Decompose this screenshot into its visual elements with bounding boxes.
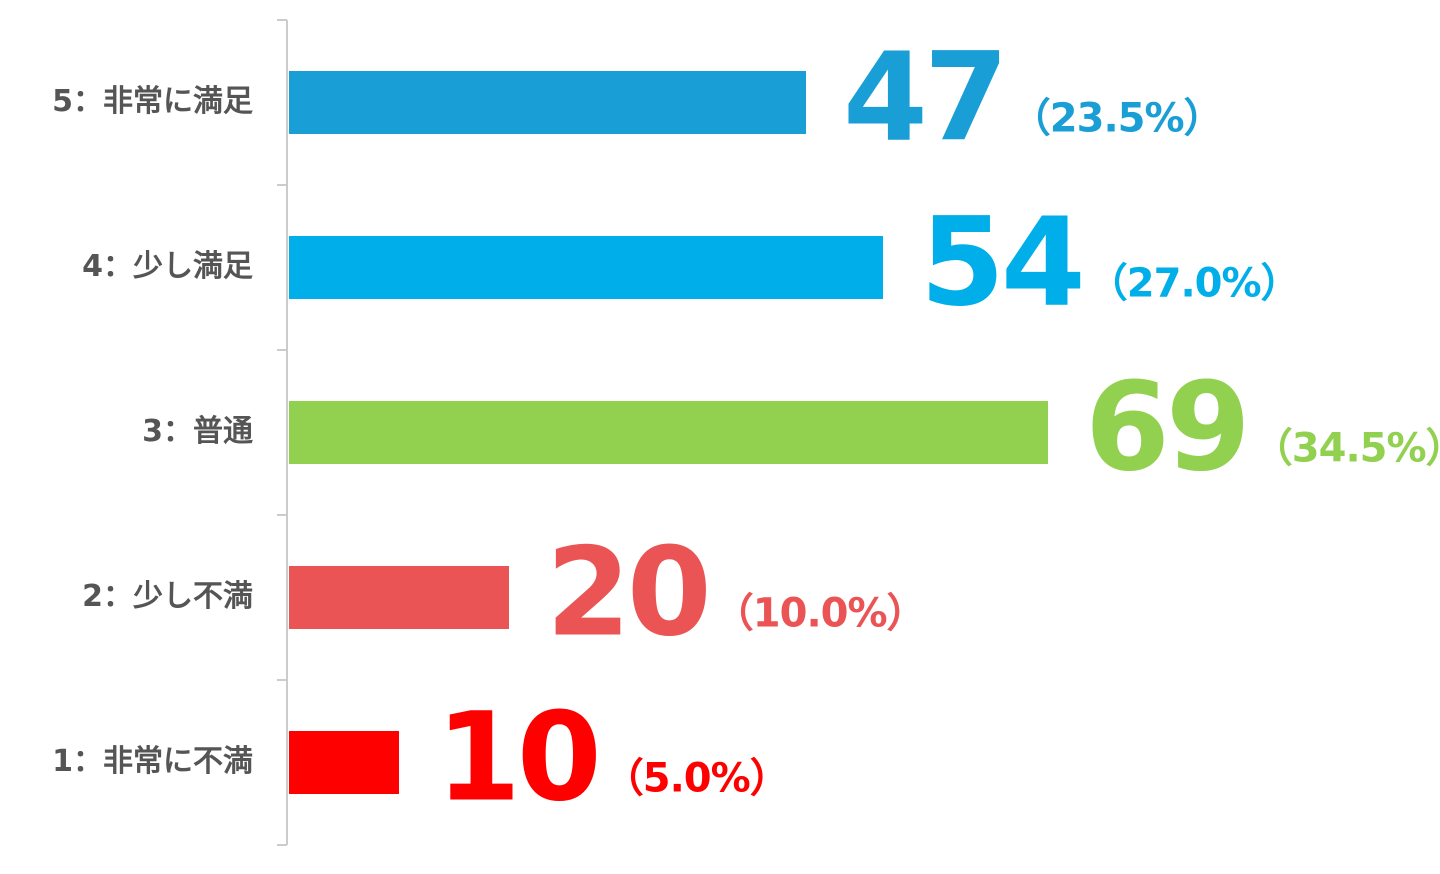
percent-label: （5.0%） <box>604 756 789 802</box>
percent-label: （27.0%） <box>1088 261 1300 307</box>
value-label: 54 <box>920 192 1082 334</box>
bar <box>289 401 1048 464</box>
value-label: 47 <box>843 27 1005 169</box>
bar <box>289 71 806 134</box>
percent-label: （10.0%） <box>714 591 926 637</box>
value-label: 20 <box>546 522 708 664</box>
bar <box>289 566 509 629</box>
percent-label: （23.5%） <box>1011 96 1223 142</box>
category-label: 3：普通 <box>142 414 253 449</box>
category-label: 5：非常に満足 <box>52 84 253 119</box>
value-label: 69 <box>1085 357 1247 499</box>
bar <box>289 236 883 299</box>
bar <box>289 731 399 794</box>
percent-label: （34.5%） <box>1253 426 1440 472</box>
value-label: 10 <box>436 687 598 829</box>
category-label: 1：非常に不満 <box>52 744 253 779</box>
category-label: 4：少し満足 <box>82 249 253 284</box>
category-label: 2：少し不満 <box>82 579 253 614</box>
